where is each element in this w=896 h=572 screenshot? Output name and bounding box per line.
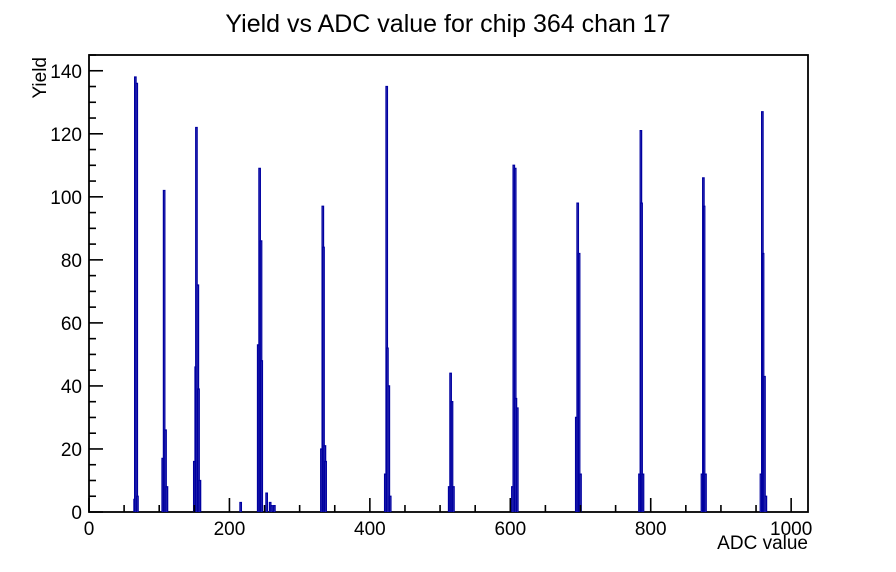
histogram-bar: [135, 82, 139, 512]
y-tick-label: 100: [50, 188, 82, 209]
y-tick-label: 60: [61, 314, 82, 335]
histogram-bar: [704, 473, 707, 512]
histogram-bar: [702, 205, 706, 512]
histogram-bar: [198, 479, 202, 512]
histogram-bar: [387, 385, 391, 512]
histogram-bar: [265, 492, 268, 512]
histogram-bar: [270, 505, 273, 512]
x-tick-label: 0: [84, 519, 95, 540]
histogram-bar: [450, 401, 454, 512]
x-tick-label: 600: [494, 519, 526, 540]
y-tick-label: 0: [71, 503, 82, 524]
y-tick-label: 120: [50, 125, 82, 146]
histogram-bars: [133, 76, 768, 512]
histogram-bar: [452, 486, 455, 512]
x-tick-label: 800: [635, 519, 667, 540]
histogram-bar: [763, 375, 766, 512]
y-tick-label: 40: [61, 377, 82, 398]
histogram-bar: [388, 495, 392, 512]
histogram-bar: [577, 252, 581, 512]
chart-title: Yield vs ADC value for chip 364 chan 17: [225, 10, 670, 38]
x-axis: 0 200 400 600 800 1000: [84, 498, 812, 540]
y-axis: 0 20 40 60 80 100 120 140: [50, 54, 103, 524]
x-axis-title: ADC value: [717, 533, 808, 554]
x-tick-label: 400: [354, 519, 386, 540]
histogram-bar: [239, 501, 243, 512]
histogram-bar: [136, 495, 139, 512]
histogram-bar: [324, 460, 327, 512]
x-tick-label: 1000: [770, 519, 812, 540]
histogram-bar: [764, 495, 768, 512]
histogram-bar: [641, 473, 645, 512]
histogram-bar: [273, 505, 276, 512]
histogram-bar: [260, 360, 264, 512]
y-tick-label: 80: [61, 251, 82, 272]
y-axis-title: Yield: [30, 57, 51, 99]
y-tick-label: 140: [50, 62, 82, 83]
y-tick-label: 20: [61, 440, 82, 461]
histogram-bar: [515, 407, 519, 512]
histogram-bar: [165, 486, 169, 512]
histogram-bar: [640, 202, 643, 512]
histogram-bar: [579, 473, 582, 512]
x-tick-label: 200: [214, 519, 246, 540]
